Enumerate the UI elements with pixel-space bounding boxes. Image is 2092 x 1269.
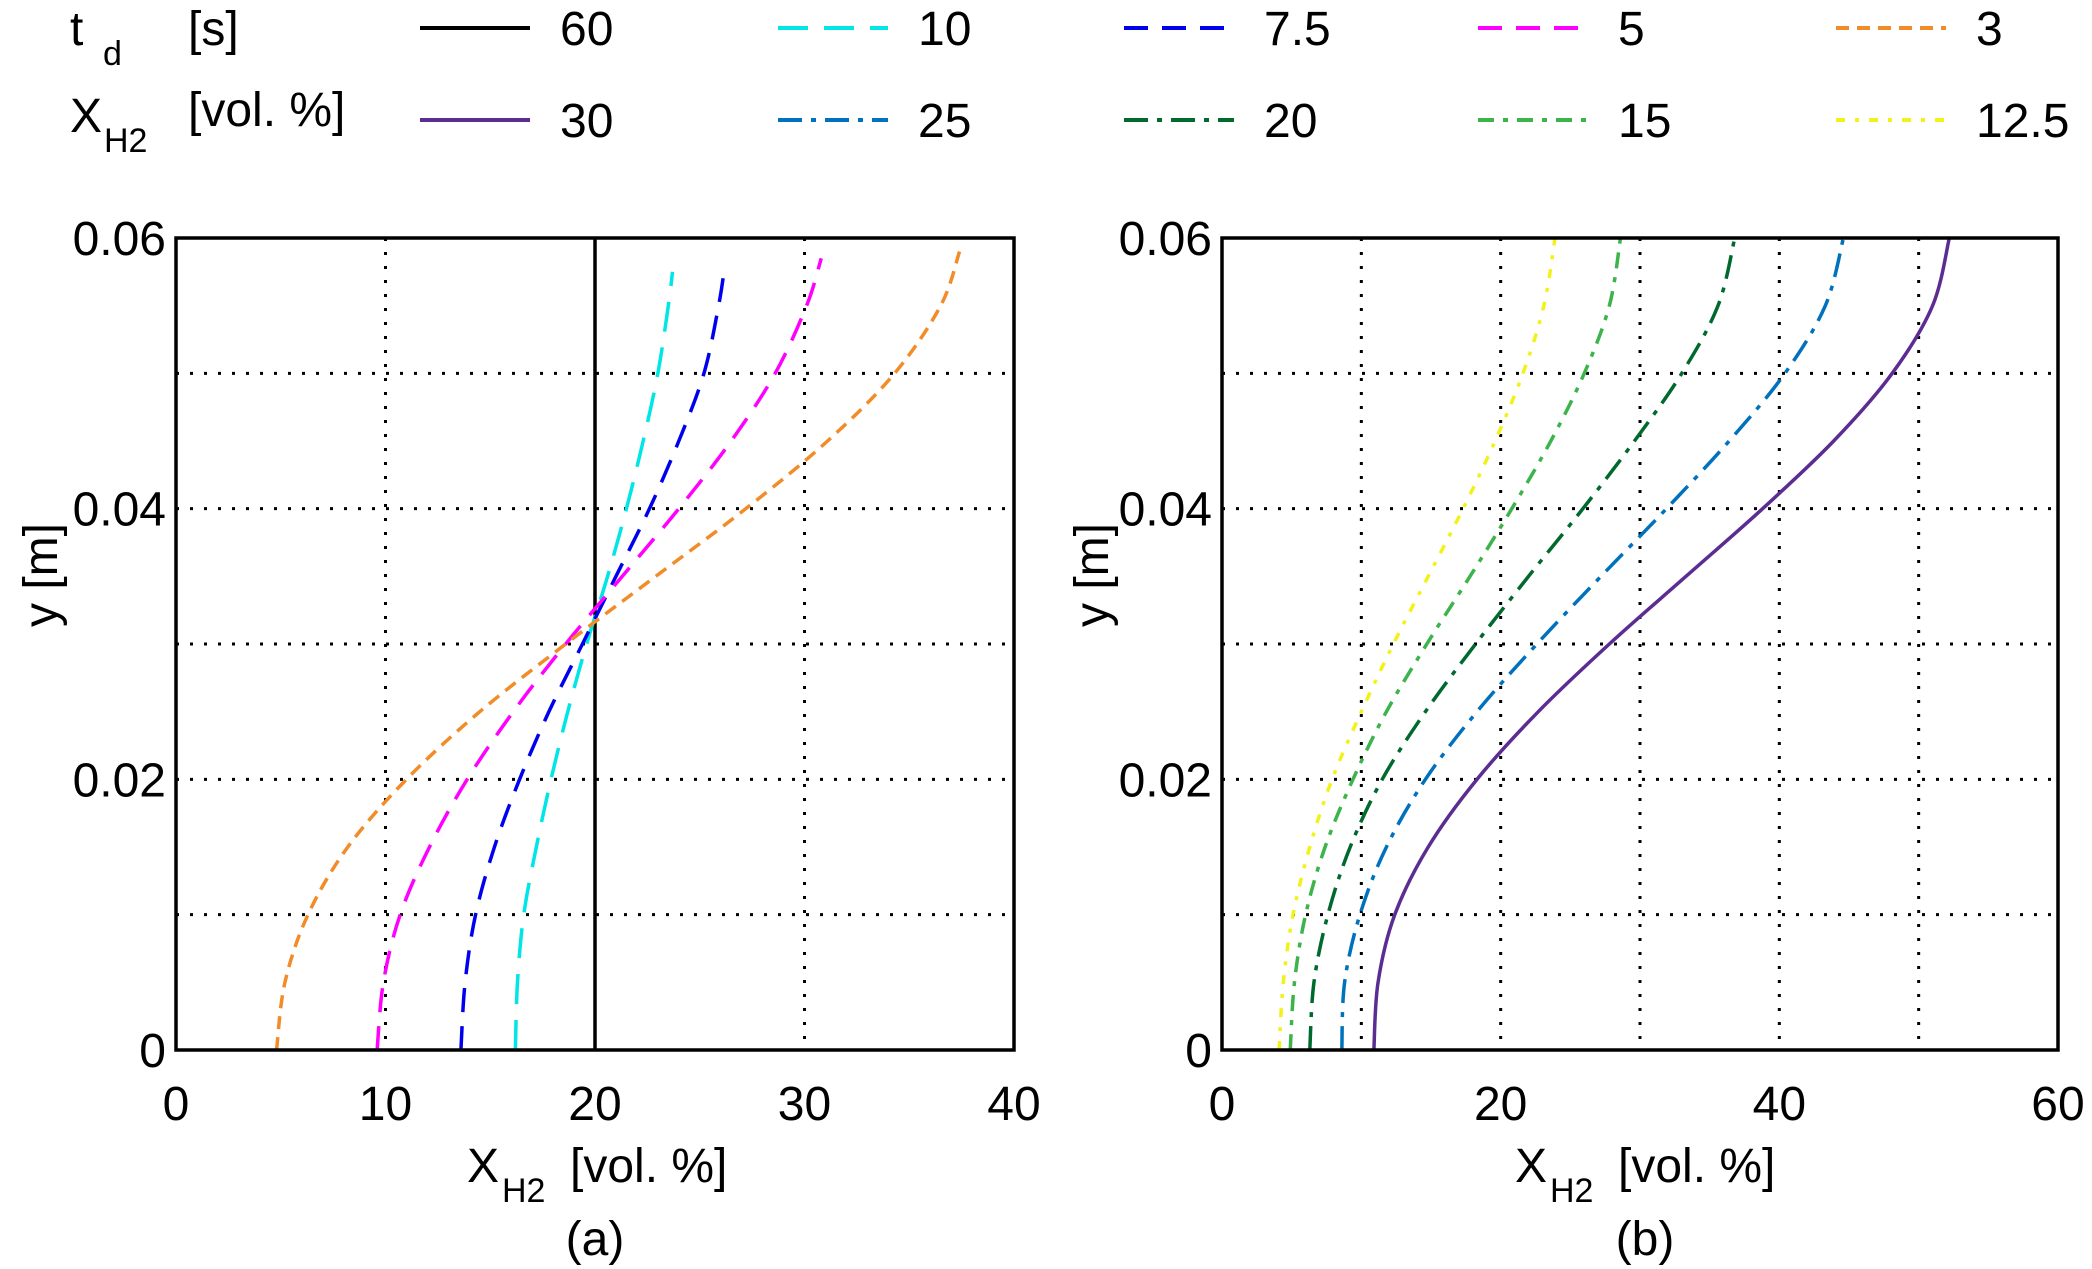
legend-row2-heading: X H2 [vol. %]	[70, 84, 345, 160]
legend-label: 20	[1264, 95, 1317, 148]
legend-xh2-unit: [vol. %]	[188, 84, 345, 137]
legend-entry-7-5: 7.5	[1124, 3, 1331, 56]
panel-b-x-ticks: 0 20 40 60	[1209, 1078, 2085, 1131]
panel-b-xlabel-unit: [vol. %]	[1618, 1140, 1775, 1193]
legend-label: 60	[560, 3, 613, 56]
legend-td-unit: [s]	[188, 3, 239, 56]
legend-entry-10: 10	[778, 3, 971, 56]
panel-b-xlabel-sub: H2	[1550, 1172, 1593, 1210]
legend-entry-20: 20	[1124, 95, 1317, 148]
x-tick-label: 20	[1474, 1078, 1527, 1131]
x-tick-label: 40	[987, 1078, 1040, 1131]
legend-entry-30: 30	[420, 95, 613, 148]
y-tick-label: 0.02	[73, 754, 166, 807]
series-line-3	[274, 250, 962, 1051]
legend-td-subscript: d	[103, 35, 122, 73]
panel-a-xlabel-main: X	[467, 1140, 499, 1193]
panel-a-label: (a)	[566, 1213, 625, 1266]
panel-a-frame	[174, 236, 1016, 1052]
panel-b-frame	[1220, 236, 2060, 1052]
x-tick-label: 0	[1209, 1078, 1236, 1131]
panel-a-xlabel-sub: H2	[502, 1172, 545, 1210]
series-line-15	[1288, 237, 1623, 1051]
legend-entry-25: 25	[778, 95, 971, 148]
legend-label: 15	[1618, 95, 1671, 148]
legend-label: 10	[918, 3, 971, 56]
y-tick-label: 0	[139, 1025, 166, 1078]
panel-b-y-axis-label: y [m]	[1066, 523, 1119, 627]
legend-entry-12-5: 12.5	[1836, 95, 2069, 148]
legend-entry-60: 60	[420, 3, 613, 56]
legend-xh2-subscript: H2	[104, 122, 147, 160]
x-tick-label: 30	[778, 1078, 831, 1131]
y-tick-label: 0.02	[1119, 754, 1212, 807]
panel-b-xlabel-main: X	[1515, 1140, 1547, 1193]
legend-label: 30	[560, 95, 613, 148]
series-line-20	[1308, 237, 1737, 1051]
x-tick-label: 10	[359, 1078, 412, 1131]
y-tick-label: 0.06	[73, 213, 166, 266]
legend: t d [s] X H2 [vol. %] 60 10 7.5 5 3 30 25 20 15 1…	[70, 3, 2069, 160]
panel-b-y-ticks: 0 0.02 0.04 0.06	[1119, 213, 1212, 1078]
x-tick-label: 20	[568, 1078, 621, 1131]
series-line-12-5	[1277, 237, 1557, 1051]
panel-a-y-axis-label: y [m]	[15, 523, 68, 627]
panel-a: 0 10 20 30 40 0 0.02 0.04 0.06 y [m] X H2 [vol.…	[15, 213, 1041, 1266]
legend-entries: 60 10 7.5 5 3 30 25 20 15 12.5	[420, 3, 2069, 148]
legend-label: 7.5	[1264, 3, 1331, 56]
panel-b-series	[1277, 237, 1952, 1051]
panel-b: 0 20 40 60 0 0.02 0.04 0.06 y [m] X H2 [vol. %…	[1066, 213, 2085, 1266]
legend-xh2-symbol: X	[70, 90, 102, 143]
series-line-5	[375, 257, 823, 1051]
panel-b-label: (b)	[1616, 1213, 1675, 1266]
y-tick-label: 0	[1185, 1025, 1212, 1078]
y-tick-label: 0.04	[1119, 484, 1212, 537]
x-tick-label: 40	[1753, 1078, 1806, 1131]
legend-row1-heading: t d [s]	[70, 3, 239, 73]
legend-entry-15: 15	[1478, 95, 1671, 148]
legend-label: 5	[1618, 3, 1645, 56]
series-line-10	[513, 271, 675, 1051]
legend-entry-3: 3	[1836, 3, 2003, 56]
y-tick-label: 0.06	[1119, 213, 1212, 266]
legend-label: 3	[1976, 3, 2003, 56]
legend-entry-5: 5	[1478, 3, 1645, 56]
legend-td-symbol: t	[70, 3, 83, 56]
series-line-30	[1372, 237, 1952, 1051]
series-line-7-5	[459, 264, 727, 1051]
panel-a-series	[274, 238, 962, 1051]
panel-a-x-ticks: 0 10 20 30 40	[163, 1078, 1041, 1131]
x-tick-label: 60	[2031, 1078, 2084, 1131]
legend-label: 25	[918, 95, 971, 148]
y-tick-label: 0.04	[73, 484, 166, 537]
x-tick-label: 0	[163, 1078, 190, 1131]
panel-b-grid	[1222, 238, 2058, 1050]
panel-a-y-ticks: 0 0.02 0.04 0.06	[73, 213, 166, 1078]
legend-label: 12.5	[1976, 95, 2069, 148]
panel-a-xlabel-unit: [vol. %]	[570, 1140, 727, 1193]
panel-a-x-axis-label: X H2 [vol. %]	[467, 1140, 727, 1210]
panel-b-x-axis-label: X H2 [vol. %]	[1515, 1140, 1775, 1210]
